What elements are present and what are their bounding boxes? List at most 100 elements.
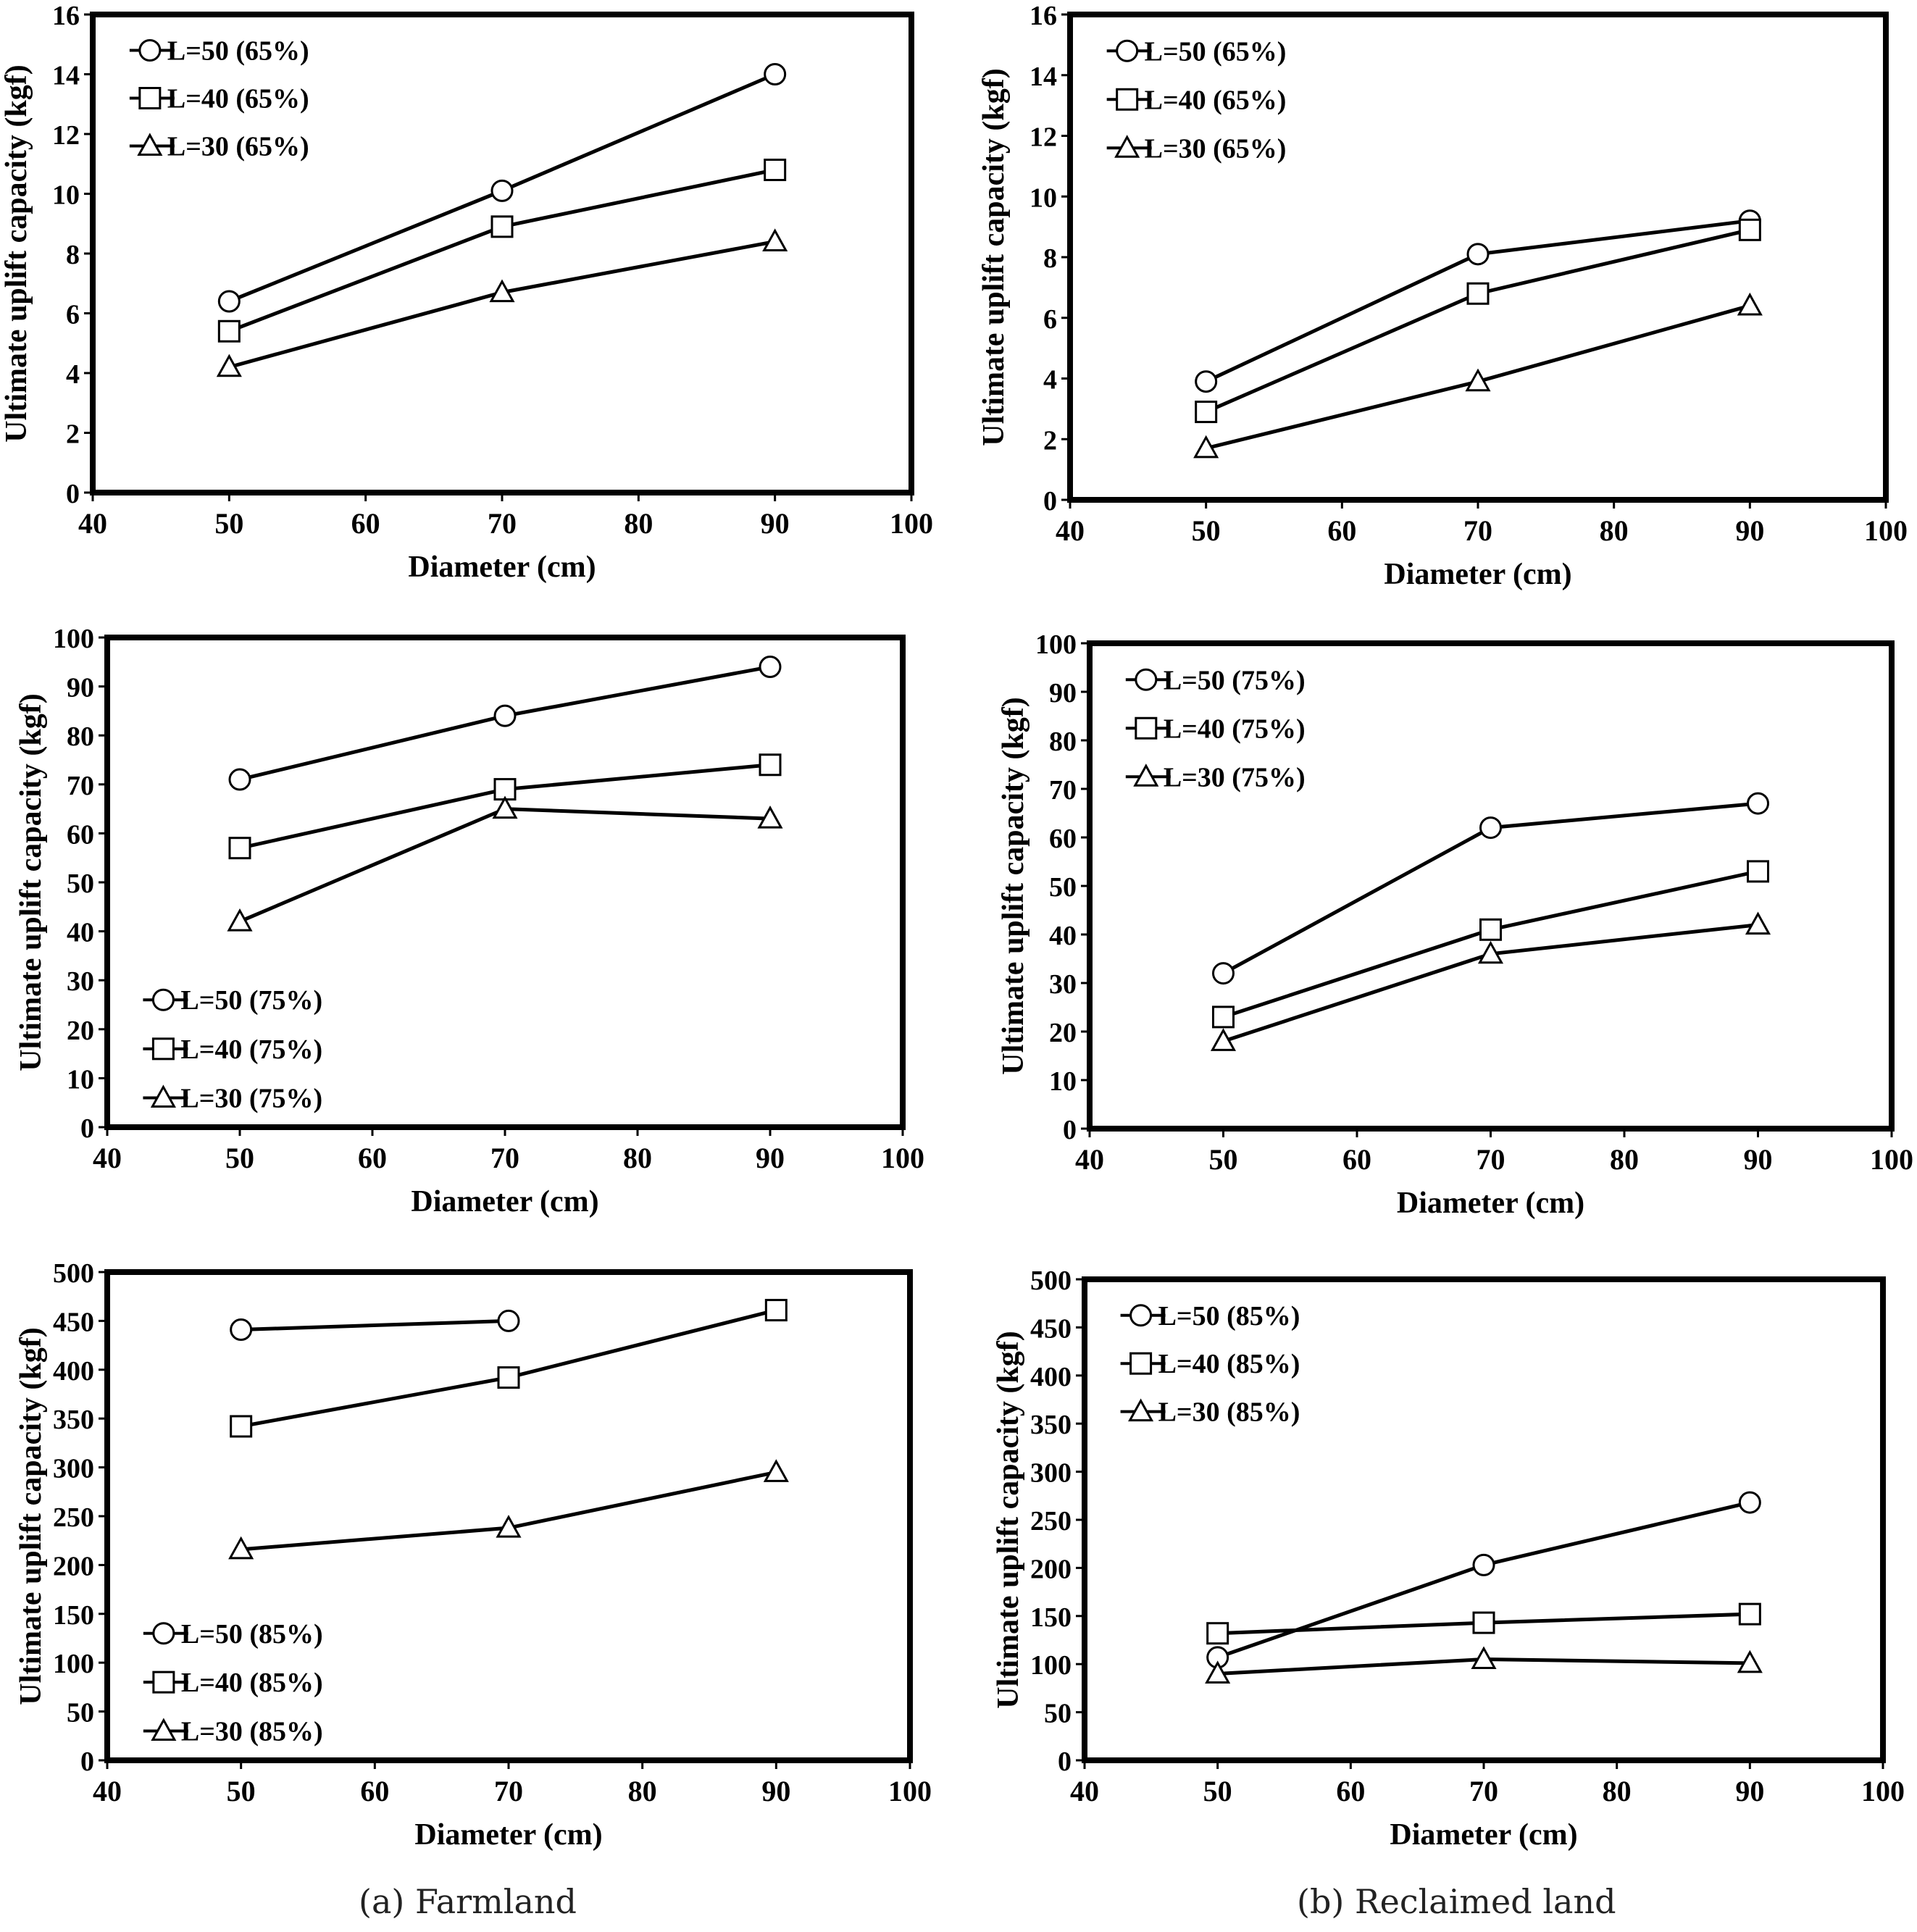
x-axis-label: Diameter (cm) xyxy=(408,551,596,584)
y-tick-label: 40 xyxy=(1049,921,1077,951)
y-tick-label: 16 xyxy=(52,1,80,31)
legend-label: L=50 (75%) xyxy=(180,985,322,1016)
legend-marker-triangle xyxy=(137,133,163,156)
y-tick-label: 200 xyxy=(1030,1554,1072,1584)
legend-marker-circle xyxy=(138,39,162,62)
data-point-circle xyxy=(1212,962,1235,985)
y-tick-label: 14 xyxy=(52,61,80,91)
legend-entry-3: L=30 (75%) xyxy=(1125,762,1306,793)
x-tick-label: 80 xyxy=(628,1775,657,1807)
x-tick-label: 60 xyxy=(1327,514,1356,547)
legend-entry-1: L=50 (65%) xyxy=(1106,36,1287,67)
legend-entry-2: L=40 (85%) xyxy=(143,1668,323,1698)
data-point-square xyxy=(1466,282,1490,305)
data-point-square xyxy=(230,1415,253,1438)
y-tick-label: 60 xyxy=(67,819,94,850)
x-tick-label: 70 xyxy=(1477,1143,1505,1176)
legend-marker-square xyxy=(138,87,162,109)
legend-entry-3: L=30 (85%) xyxy=(143,1717,323,1747)
legend-entry-2: L=40 (75%) xyxy=(143,1034,322,1065)
legend-entry-2: L=40 (75%) xyxy=(1125,714,1306,744)
data-point-triangle xyxy=(492,795,518,819)
legend-label: L=50 (65%) xyxy=(1145,36,1287,67)
x-tick-label: 80 xyxy=(1600,514,1629,547)
legend-marker-circle xyxy=(151,988,175,1011)
x-tick-label: 50 xyxy=(1203,1775,1232,1807)
y-tick-label: 50 xyxy=(1044,1699,1072,1729)
y-axis-label: Ultimate uplift capacity (kgf) xyxy=(977,68,1011,446)
x-tick-label: 40 xyxy=(78,507,107,540)
data-point-square xyxy=(764,1299,788,1322)
data-point-circle xyxy=(230,1318,253,1342)
y-tick-label: 50 xyxy=(1049,872,1077,903)
y-tick-label: 100 xyxy=(1030,1650,1072,1681)
y-tick-label: 450 xyxy=(1030,1313,1072,1344)
data-point-circle xyxy=(1472,1553,1495,1576)
x-tick-label: 100 xyxy=(881,1142,924,1174)
y-tick-label: 50 xyxy=(67,1698,94,1728)
y-tick-label: 14 xyxy=(1030,62,1057,92)
y-tick-label: 0 xyxy=(66,479,80,509)
x-tick-label: 70 xyxy=(490,1142,519,1174)
data-point-triangle xyxy=(227,908,253,932)
data-point-square xyxy=(764,159,787,181)
data-point-triangle xyxy=(496,1515,522,1538)
x-tick-label: 40 xyxy=(1070,1775,1099,1807)
data-point-triangle xyxy=(1737,292,1763,316)
y-tick-label: 300 xyxy=(1030,1458,1072,1489)
legend-entry-3: L=30 (65%) xyxy=(1106,133,1286,164)
series-line-3 xyxy=(241,1470,777,1552)
chart-reclaimed-65: 40 50 60 70 80 90 100 0 2 4 6 8 10 12 14 16 Diameter (cm… xyxy=(977,1,1908,591)
y-tick-label: 8 xyxy=(1043,243,1057,274)
x-tick-label: 50 xyxy=(214,507,243,540)
data-point-square xyxy=(497,1366,520,1389)
y-axis-label: Ultimate uplift capacity (kgf) xyxy=(997,697,1030,1074)
data-point-circle xyxy=(759,656,782,679)
data-point-triangle xyxy=(1210,1028,1237,1051)
data-point-triangle xyxy=(1737,1649,1763,1673)
data-point-square xyxy=(217,319,241,343)
chart-farmland-75: 40 50 60 70 80 90 100 0 10 20 30 40 50 60 70 80 90 100 Dia… xyxy=(14,624,924,1218)
data-point-square xyxy=(228,837,251,860)
x-axis-label: Diameter (cm) xyxy=(1390,1818,1577,1852)
x-tick-label: 90 xyxy=(1735,514,1764,547)
data-point-circle xyxy=(1466,243,1490,266)
data-point-square xyxy=(1479,918,1502,941)
x-tick-label: 60 xyxy=(1336,1775,1365,1807)
series-line-3 xyxy=(239,807,771,924)
x-tick-label: 60 xyxy=(360,1775,389,1807)
legend-marker-triangle xyxy=(1133,764,1159,787)
y-tick-label: 70 xyxy=(67,771,94,801)
y-tick-label: 2 xyxy=(66,419,80,450)
x-axis-label: Diameter (cm) xyxy=(414,1818,602,1852)
x-tick-label: 60 xyxy=(1342,1143,1371,1176)
data-point-square xyxy=(490,215,514,238)
data-point-square xyxy=(1195,401,1218,424)
legend-label: L=40 (65%) xyxy=(167,84,309,114)
data-point-square xyxy=(759,753,782,777)
legend-label: L=30 (75%) xyxy=(180,1083,322,1113)
y-tick-label: 500 xyxy=(1030,1266,1072,1296)
chart-farmland-85: 40 50 60 70 80 90 100 0 50 100 150 200 250 300 350 400 4… xyxy=(14,1258,932,1852)
x-tick-label: 50 xyxy=(227,1775,256,1807)
data-point-triangle xyxy=(763,1459,789,1482)
data-point-circle xyxy=(497,1309,520,1332)
x-tick-label: 70 xyxy=(488,507,517,540)
y-tick-label: 400 xyxy=(53,1356,94,1387)
legend-marker-circle xyxy=(152,1622,175,1645)
legend-marker-square xyxy=(151,1037,175,1061)
x-tick-label: 70 xyxy=(1463,514,1492,547)
y-tick-label: 30 xyxy=(67,966,94,997)
y-tick-label: 0 xyxy=(1063,1115,1077,1145)
x-tick-label: 80 xyxy=(624,507,653,540)
x-tick-label: 50 xyxy=(1192,514,1221,547)
x-tick-label: 60 xyxy=(358,1142,387,1174)
caption-farmland: (a) Farmland xyxy=(359,1882,577,1921)
y-tick-label: 80 xyxy=(67,722,94,752)
legend-marker-square xyxy=(152,1670,175,1694)
x-tick-label: 70 xyxy=(494,1775,523,1807)
legend-label: L=50 (85%) xyxy=(181,1619,323,1649)
y-tick-label: 10 xyxy=(67,1064,94,1095)
legend-entry-3: L=30 (75%) xyxy=(143,1083,322,1113)
